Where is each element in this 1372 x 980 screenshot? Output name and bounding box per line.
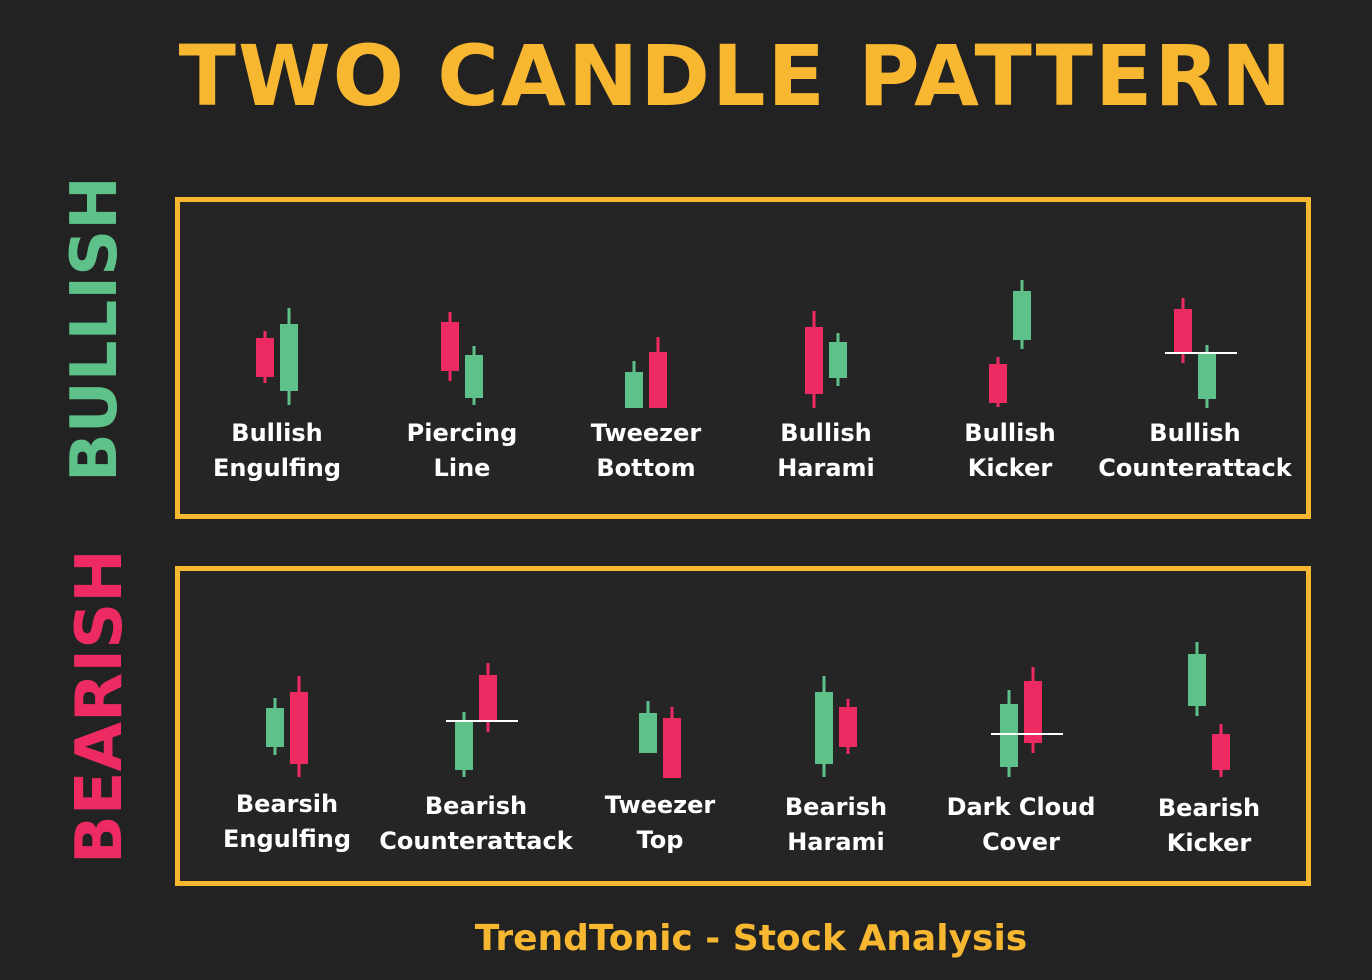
pattern-label-line1: Bullish [231,419,323,447]
pattern-label-line1: Bullish [780,419,872,447]
pattern-label-line1: Piercing [406,419,518,447]
bullish-heading: BULLISH [58,176,132,482]
pattern-label-line2: Counterattack [379,827,573,855]
page-title: TWO CANDLE PATTERN [178,27,1294,125]
pattern-label-line1: Bearish [784,793,888,821]
pattern-label-line1: Dark Cloud [946,793,1096,821]
pattern-label-line2: Harami [787,828,885,856]
pattern-label-line1: Bullish [1149,419,1241,447]
bearish-panel [175,566,1311,886]
pattern-label-line1: Bearish [1157,794,1261,822]
bearish-heading: BEARISH [63,549,137,864]
bullish-panel [175,197,1311,519]
pattern-label-line2: Kicker [967,454,1053,482]
pattern-label-line2: Harami [777,454,875,482]
pattern-label-line2: Cover [982,828,1060,856]
pattern-label-line2: Bottom [596,454,696,482]
pattern-label-line2: Engulfing [212,454,342,482]
pattern-label-line1: Bullish [964,419,1056,447]
footer-brand: TrendTonic - Stock Analysis [474,918,1028,959]
pattern-label-line1: Tweezer [590,419,702,447]
pattern-label-line2: Top [636,826,684,854]
pattern-label-line1: Tweezer [604,791,716,819]
pattern-label-line1: Bearish [424,792,528,820]
pattern-label-line2: Line [433,454,491,482]
pattern-label-line2: Counterattack [1098,454,1292,482]
pattern-label-line2: Engulfing [222,825,352,853]
pattern-label-line1: Bearsih [235,790,339,818]
pattern-label-line2: Kicker [1166,829,1252,857]
